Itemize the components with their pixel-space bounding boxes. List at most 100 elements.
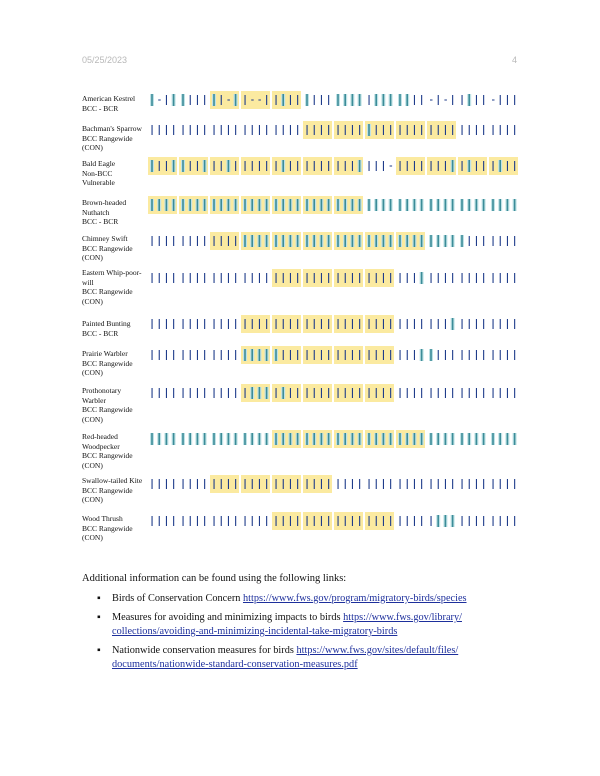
- presence-tick: [306, 319, 308, 329]
- breeding-season-shade: [427, 121, 456, 139]
- presence-tick: [421, 388, 423, 398]
- breeding-season-shade: [303, 475, 332, 493]
- breeding-season-shade: [303, 315, 332, 333]
- presence-tick: [499, 273, 501, 283]
- presence-tick: [468, 388, 470, 398]
- presence-tick: [413, 350, 415, 360]
- no-data-dash: [251, 99, 254, 101]
- presence-bar-core: [289, 235, 292, 247]
- presence-tick: [461, 125, 463, 135]
- breeding-season-shade: [365, 121, 394, 139]
- presence-tick: [220, 236, 222, 246]
- presence-tick: [213, 236, 215, 246]
- presence-tick: [275, 161, 277, 171]
- presence-tick: [235, 350, 237, 360]
- nationwide-measures-link[interactable]: https://www.fws.gov/sites/default/files/: [296, 645, 459, 656]
- presence-tick: [220, 273, 222, 283]
- presence-bar-core: [244, 433, 246, 445]
- nationwide-measures-link-cont[interactable]: documents/nationwide-standard-conservati…: [112, 659, 358, 670]
- presence-bar-core: [306, 94, 308, 106]
- presence-tick: [506, 319, 508, 329]
- presence-tick: [368, 479, 370, 489]
- breeding-season-shade: [272, 430, 301, 448]
- presence-bar-core: [151, 433, 153, 445]
- presence-tick: [220, 95, 222, 105]
- avoiding-measures-link[interactable]: https://www.fws.gov/library/: [343, 612, 462, 623]
- presence-bar-core: [172, 433, 175, 445]
- presence-tick: [461, 273, 463, 283]
- presence-tick: [368, 388, 370, 398]
- presence-tick: [444, 350, 446, 360]
- presence-tick: [492, 125, 494, 135]
- presence-tick: [506, 125, 508, 135]
- breeding-season-shade: [241, 232, 270, 250]
- presence-tick: [306, 388, 308, 398]
- presence-tick: [359, 273, 361, 283]
- presence-bar-core: [468, 160, 470, 172]
- presence-tick: [406, 516, 408, 526]
- avoiding-measures-link-cont[interactable]: collections/avoiding-and-minimizing-inci…: [112, 626, 398, 637]
- breeding-season-shade: [272, 512, 301, 530]
- presence-tick: [375, 350, 377, 360]
- presence-tick: [320, 350, 322, 360]
- presence-bar-core: [420, 235, 423, 247]
- presence-tick: [213, 388, 215, 398]
- presence-bar-core: [368, 235, 370, 247]
- presence-tick: [189, 273, 191, 283]
- species-label-line: Prairie Warbler: [82, 349, 128, 358]
- breeding-season-shade: [272, 232, 301, 250]
- species-label-line: American Kestrel: [82, 94, 136, 103]
- presence-tick: [514, 236, 516, 246]
- presence-tick: [506, 479, 508, 489]
- presence-tick: [475, 125, 477, 135]
- presence-tick: [461, 319, 463, 329]
- presence-bar-core: [296, 235, 299, 247]
- presence-tick: [492, 319, 494, 329]
- presence-tick: [399, 350, 401, 360]
- presence-bar-core: [227, 160, 230, 172]
- presence-tick: [375, 479, 377, 489]
- presence-tick: [244, 125, 246, 135]
- presence-tick: [306, 479, 308, 489]
- no-data-dash: [444, 99, 447, 101]
- presence-tick: [266, 125, 268, 135]
- presence-tick: [452, 479, 454, 489]
- presence-tick: [313, 125, 315, 135]
- presence-bar-core: [265, 235, 268, 247]
- presence-tick: [235, 125, 237, 135]
- presence-bar-core: [406, 433, 408, 445]
- presence-tick: [151, 388, 153, 398]
- breeding-season-shade: [210, 232, 239, 250]
- presence-tick: [196, 161, 198, 171]
- presence-tick: [382, 125, 384, 135]
- presence-bar-core: [265, 199, 268, 211]
- species-label-line: BCC - BCR: [82, 217, 119, 226]
- presence-bar-core: [375, 94, 377, 106]
- presence-tick: [506, 350, 508, 360]
- presence-bar-core: [475, 199, 478, 211]
- presence-bar-core: [399, 235, 401, 247]
- presence-bar-core: [282, 199, 284, 211]
- species-label-line: Painted Bunting: [82, 319, 131, 328]
- presence-bar-core: [437, 235, 439, 247]
- presence-tick: [468, 516, 470, 526]
- presence-tick: [244, 95, 246, 105]
- presence-tick: [204, 479, 206, 489]
- breeding-season-shade: [396, 157, 425, 175]
- info-text: Additional information can be found usin…: [82, 573, 347, 584]
- presence-bar-core: [151, 199, 153, 211]
- presence-tick: [173, 125, 175, 135]
- presence-tick: [158, 350, 160, 360]
- presence-bar-core: [203, 199, 206, 211]
- presence-tick: [421, 516, 423, 526]
- presence-tick: [320, 273, 322, 283]
- bcc-link[interactable]: https://www.fws.gov/program/migratory-bi…: [242, 593, 467, 604]
- breeding-season-shade: [241, 475, 270, 493]
- probability-chart: [148, 91, 518, 530]
- presence-tick: [320, 388, 322, 398]
- presence-tick: [382, 350, 384, 360]
- breeding-season-shade: [303, 157, 332, 175]
- presence-bar-core: [151, 94, 153, 106]
- presence-bar-core: [151, 160, 153, 172]
- presence-bar-core: [313, 433, 315, 445]
